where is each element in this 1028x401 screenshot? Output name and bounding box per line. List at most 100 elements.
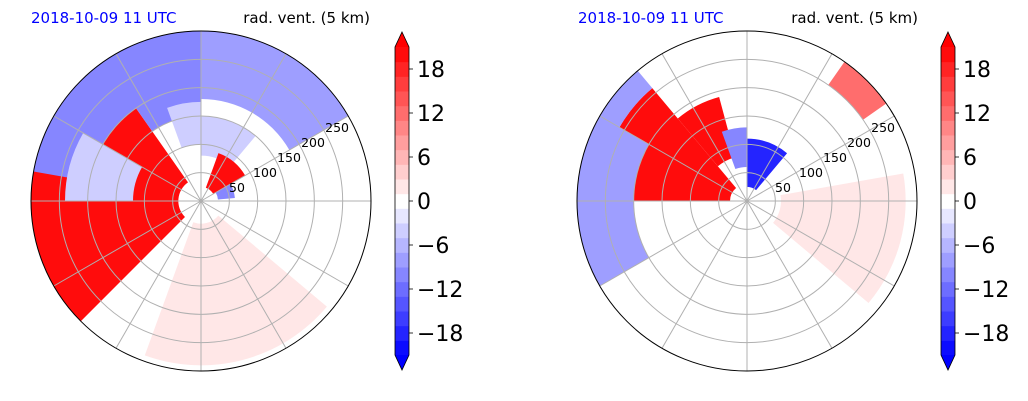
range-label-250: 250 bbox=[871, 120, 895, 135]
colorbar-swatch bbox=[941, 91, 955, 107]
colorbar-swatch bbox=[395, 91, 409, 107]
colorbar-swatch bbox=[395, 105, 409, 121]
colorbar-swatch bbox=[941, 325, 955, 341]
title-variable-right: rad. vent. (5 km) bbox=[791, 9, 918, 27]
velocity-field-left bbox=[31, 31, 371, 371]
colorbar-swatch bbox=[941, 76, 955, 92]
velocity-region bbox=[721, 127, 747, 170]
colorbar-tick-label: 0 bbox=[417, 190, 431, 215]
colorbar-swatch bbox=[395, 47, 409, 63]
colorbar-swatch bbox=[395, 223, 409, 239]
colorbar-extend-min bbox=[941, 355, 955, 370]
colorbar-tick-label: 6 bbox=[963, 146, 977, 171]
colorbar-tick-marks-left bbox=[409, 68, 413, 334]
range-label-200: 200 bbox=[301, 135, 325, 150]
velocity-region bbox=[167, 101, 201, 148]
range-label-250: 250 bbox=[325, 120, 349, 135]
azimuth-spoke bbox=[200, 200, 349, 287]
colorbar-swatch bbox=[941, 208, 955, 224]
colorbar-swatch bbox=[395, 325, 409, 341]
colorbar-tick-label: −18 bbox=[417, 322, 463, 347]
velocity-region bbox=[215, 184, 235, 200]
range-labels-left: 50 100 150 200 250 bbox=[229, 120, 349, 195]
colorbar-swatch bbox=[941, 340, 955, 356]
colorbar-swatch bbox=[395, 252, 409, 268]
colorbar-left: −18 −12 −6 0 6 12 18 bbox=[394, 31, 463, 371]
azimuth-spoke bbox=[200, 115, 349, 202]
velocity-region bbox=[65, 133, 143, 201]
plot-boundary-left bbox=[30, 30, 372, 372]
velocity-region bbox=[773, 173, 906, 303]
colorbar-extend-max bbox=[941, 32, 955, 47]
colorbar-swatch bbox=[941, 135, 955, 151]
colorbar-tick-label: 18 bbox=[963, 58, 991, 83]
azimuth-spoke bbox=[200, 53, 287, 202]
azimuth-spoke bbox=[746, 200, 895, 287]
title-variable-left: rad. vent. (5 km) bbox=[243, 9, 370, 27]
panel-right: 2018-10-09 11 UTC rad. vent. (5 km) 50 1… bbox=[576, 9, 1009, 372]
range-labels-right: 50 100 150 200 250 bbox=[775, 120, 895, 195]
azimuth-spoke bbox=[661, 53, 748, 202]
polar-plot-right bbox=[577, 31, 917, 371]
range-label-50: 50 bbox=[229, 180, 245, 195]
azimuth-spoke bbox=[661, 200, 748, 349]
colorbar-swatch bbox=[395, 164, 409, 180]
colorbar-tick-label: −12 bbox=[963, 278, 1009, 303]
colorbar-swatch bbox=[941, 61, 955, 77]
colorbar-tick-label: −6 bbox=[417, 234, 449, 259]
velocity-region bbox=[33, 36, 172, 182]
azimuth-spoke bbox=[200, 200, 287, 349]
range-label-200: 200 bbox=[847, 135, 871, 150]
colorbar-swatch bbox=[941, 179, 955, 195]
velocity-region bbox=[144, 215, 327, 366]
polar-grid-left bbox=[31, 31, 371, 371]
title-date-right: 2018-10-09 11 UTC bbox=[578, 9, 724, 27]
azimuth-spoke bbox=[746, 200, 833, 349]
colorbar-swatch bbox=[941, 311, 955, 327]
range-label-100: 100 bbox=[253, 165, 277, 180]
colorbar-swatch bbox=[395, 76, 409, 92]
colorbar-swatch bbox=[941, 267, 955, 283]
range-label-50: 50 bbox=[775, 180, 791, 195]
colorbar-swatch bbox=[941, 47, 955, 63]
azimuth-spoke bbox=[115, 53, 202, 202]
velocity-region bbox=[205, 153, 246, 194]
colorbar-tick-labels-right: −18 −12 −6 0 6 12 18 bbox=[963, 58, 1009, 347]
colorbar-swatch bbox=[395, 135, 409, 151]
velocity-region bbox=[747, 138, 788, 191]
colorbar-extend-max bbox=[395, 32, 409, 47]
azimuth-spoke bbox=[599, 200, 748, 287]
colorbar-tick-label: 12 bbox=[963, 102, 991, 127]
range-label-100: 100 bbox=[799, 165, 823, 180]
azimuth-spoke bbox=[599, 115, 748, 202]
colorbar-swatch bbox=[941, 105, 955, 121]
colorbar-swatch bbox=[941, 237, 955, 253]
colorbar-tick-label: 0 bbox=[963, 190, 977, 215]
colorbar-tick-marks-right bbox=[955, 68, 959, 334]
range-label-150: 150 bbox=[277, 150, 301, 165]
colorbar-swatch bbox=[395, 179, 409, 195]
panel-left: 2018-10-09 11 UTC rad. vent. (5 km) 50 1… bbox=[30, 9, 463, 372]
colorbar-swatch bbox=[941, 149, 955, 165]
velocity-region bbox=[828, 61, 887, 120]
polar-plot-left bbox=[31, 31, 371, 371]
velocity-region bbox=[201, 31, 349, 150]
colorbar-swatch bbox=[395, 149, 409, 165]
colorbar-swatch bbox=[941, 252, 955, 268]
colorbar-swatch bbox=[395, 340, 409, 356]
azimuth-spoke bbox=[746, 115, 895, 202]
plot-boundary-right bbox=[576, 30, 918, 372]
azimuth-spoke bbox=[746, 53, 833, 202]
colorbar-tick-label: −18 bbox=[963, 322, 1009, 347]
colorbar-swatch bbox=[395, 61, 409, 77]
colorbar-swatch bbox=[395, 267, 409, 283]
velocity-region bbox=[201, 116, 256, 167]
velocity-region bbox=[582, 70, 653, 163]
range-label-150: 150 bbox=[823, 150, 847, 165]
colorbar-swatch bbox=[395, 237, 409, 253]
colorbar-swatch bbox=[941, 120, 955, 136]
colorbar-tick-label: 18 bbox=[417, 58, 445, 83]
colorbar-tick-labels-left: −18 −12 −6 0 6 12 18 bbox=[417, 58, 463, 347]
colorbar-swatch bbox=[395, 296, 409, 312]
